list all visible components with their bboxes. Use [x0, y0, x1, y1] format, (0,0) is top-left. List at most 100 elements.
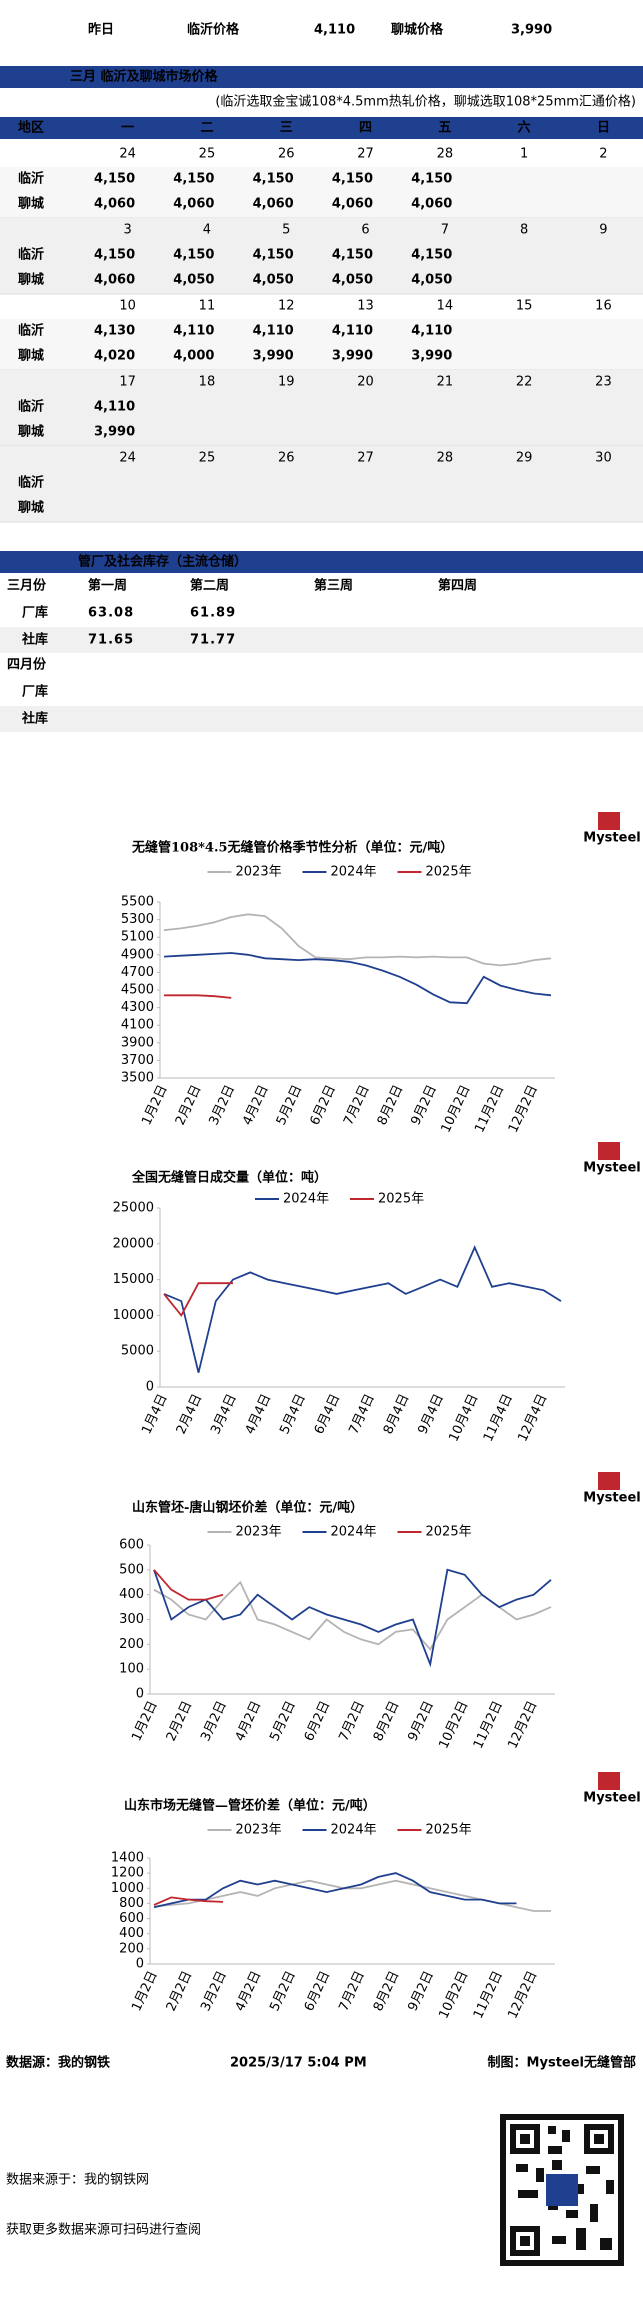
x-tick-label: 3月2日	[198, 1969, 230, 2014]
y-tick-label: 500	[119, 1562, 144, 1577]
y-tick-label: 5300	[121, 912, 154, 927]
x-tick-label: 5月2日	[267, 1969, 299, 2014]
liaocheng-price: 3,990	[511, 23, 552, 38]
x-tick-label: 7月2日	[336, 1969, 368, 2014]
x-tick-label: 2月2日	[164, 1969, 196, 2014]
week-header: 第二周	[190, 578, 229, 594]
logo-text: Mysteel	[583, 1161, 640, 1176]
x-tick-label: 6月4日	[312, 1392, 344, 1437]
date-cell: 9	[599, 223, 607, 238]
price-cell: 4,150	[411, 172, 452, 187]
inv-row-label: 社库	[21, 632, 48, 648]
price-cell: 4,150	[411, 248, 452, 263]
y-tick-label: 200	[119, 1637, 144, 1652]
liaocheng-label: 聊城价格	[391, 22, 444, 38]
chart-title: 无缝管108*4.5无缝管价格季节性分析（单位：元/吨）	[131, 840, 453, 856]
price-cell: 4,110	[173, 324, 214, 339]
month-label: 三月份	[7, 578, 47, 594]
y-tick-label: 300	[119, 1612, 144, 1627]
y-tick-label: 10000	[113, 1308, 154, 1323]
date-cell: 30	[595, 451, 612, 466]
y-tick-label: 200	[119, 1941, 144, 1956]
header-cell: 日	[597, 121, 610, 136]
inv-row-label: 厂库	[22, 684, 48, 700]
row-label: 临沂	[18, 475, 44, 491]
row-label: 聊城	[18, 424, 44, 440]
date-cell: 17	[119, 375, 136, 390]
x-tick-label: 9月2日	[408, 1083, 440, 1128]
x-tick-label: 7月2日	[341, 1083, 373, 1128]
x-tick-label: 12月2日	[505, 1699, 540, 1751]
x-tick-label: 12月2日	[506, 1083, 541, 1135]
x-tick-label: 10月2日	[436, 1969, 471, 2021]
header-cell: 地区	[18, 120, 44, 136]
legend-label: 2025年	[426, 1823, 472, 1838]
y-tick-label: 400	[119, 1587, 144, 1602]
logo-text: Mysteel	[583, 831, 640, 846]
inv-row-label: 厂库	[22, 605, 48, 621]
price-cell: 3,990	[253, 349, 294, 364]
y-tick-label: 4500	[121, 983, 154, 998]
date-cell: 10	[119, 299, 136, 314]
date-cell: 19	[278, 375, 295, 390]
y-tick-label: 100	[119, 1662, 144, 1677]
y-tick-label: 800	[119, 1896, 144, 1911]
y-tick-label: 1400	[111, 1851, 144, 1866]
x-tick-label: 1月2日	[139, 1083, 171, 1128]
week-header: 第一周	[88, 578, 127, 594]
price-cell: 4,060	[94, 273, 135, 288]
header-cell: 二	[200, 121, 213, 136]
series-line	[153, 1569, 224, 1601]
date-cell: 18	[199, 375, 216, 390]
y-tick-label: 5500	[121, 895, 154, 910]
x-tick-label: 10月2日	[436, 1699, 471, 1751]
section-bar	[0, 66, 643, 88]
y-tick-label: 4100	[121, 1018, 154, 1033]
date-cell: 25	[199, 147, 216, 162]
date-cell: 11	[199, 299, 216, 314]
series-line	[153, 1879, 551, 1912]
week-header: 第三周	[314, 578, 353, 594]
table-note: (临沂选取金宝诚108*4.5mm热轧价格，聊城选取108*25mm汇通价格)	[215, 94, 636, 110]
logo-mark	[598, 1472, 620, 1490]
y-tick-label: 600	[119, 1911, 144, 1926]
y-tick-label: 3700	[121, 1053, 154, 1068]
y-tick-label: 3900	[121, 1035, 154, 1050]
x-tick-label: 6月2日	[302, 1969, 334, 2014]
row-band	[0, 706, 643, 732]
price-cell: 4,150	[94, 248, 135, 263]
y-tick-label: 0	[146, 1380, 154, 1395]
price-cell: 4,000	[173, 349, 214, 364]
x-tick-label: 1月4日	[139, 1392, 171, 1437]
date-cell: 23	[595, 375, 612, 390]
x-tick-label: 7月2日	[336, 1699, 368, 1744]
x-tick-label: 3月2日	[198, 1699, 230, 1744]
y-tick-label: 20000	[113, 1236, 154, 1251]
logo-text: Mysteel	[583, 1491, 640, 1506]
date-cell: 22	[516, 375, 533, 390]
y-tick-label: 4900	[121, 947, 154, 962]
date-cell: 27	[357, 147, 374, 162]
row-label: 聊城	[18, 500, 44, 516]
x-tick-label: 9月4日	[415, 1392, 447, 1437]
x-tick-label: 12月2日	[505, 1969, 540, 2021]
x-tick-label: 12月4日	[515, 1392, 550, 1444]
legend-label: 2023年	[236, 1525, 282, 1540]
price-cell: 4,150	[94, 172, 135, 187]
footer-source: 数据源：我的钢铁	[6, 2055, 110, 2071]
date-cell: 5	[282, 223, 290, 238]
x-tick-label: 9月2日	[405, 1969, 437, 2014]
date-cell: 24	[119, 451, 136, 466]
y-tick-label: 0	[136, 1687, 144, 1702]
inv-row-label: 社库	[21, 711, 48, 727]
row-label: 聊城	[18, 348, 44, 364]
price-cell: 4,150	[253, 248, 294, 263]
series-line	[164, 994, 232, 999]
price-cell: 4,050	[332, 273, 373, 288]
price-cell: 4,050	[173, 273, 214, 288]
row-label: 临沂	[18, 171, 44, 187]
y-tick-label: 400	[119, 1926, 144, 1941]
price-cell: 4,150	[173, 248, 214, 263]
date-cell: 2	[599, 147, 607, 162]
